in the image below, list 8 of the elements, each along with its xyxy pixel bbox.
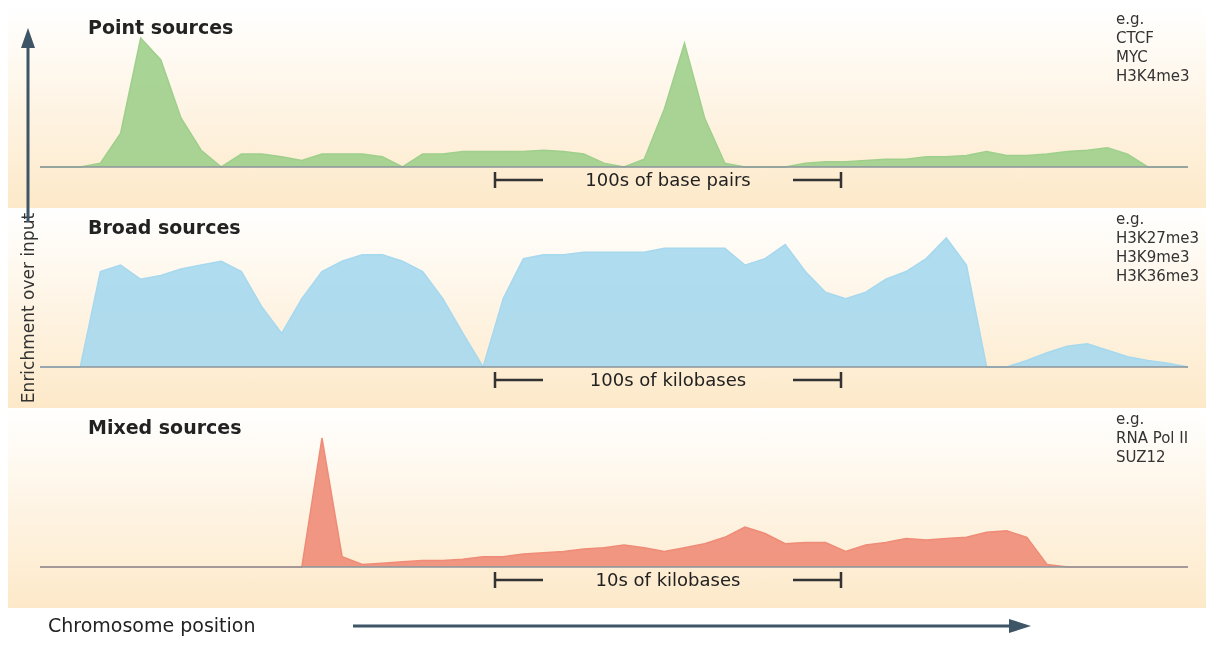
chart-title: Point sources — [88, 16, 234, 38]
chart-title: Broad sources — [88, 216, 241, 238]
annotation: e.g. CTCF MYC H3K4me3 — [1116, 10, 1190, 86]
chart-title: Mixed sources — [88, 416, 242, 438]
y-axis-title: Enrichment over input — [18, 212, 38, 404]
annotation: e.g. RNA Pol II SUZ12 — [1116, 410, 1189, 467]
x-axis-title: Chromosome position — [48, 614, 256, 636]
annotation: e.g. H3K27me3 H3K9me3 H3K36me3 — [1116, 210, 1200, 286]
